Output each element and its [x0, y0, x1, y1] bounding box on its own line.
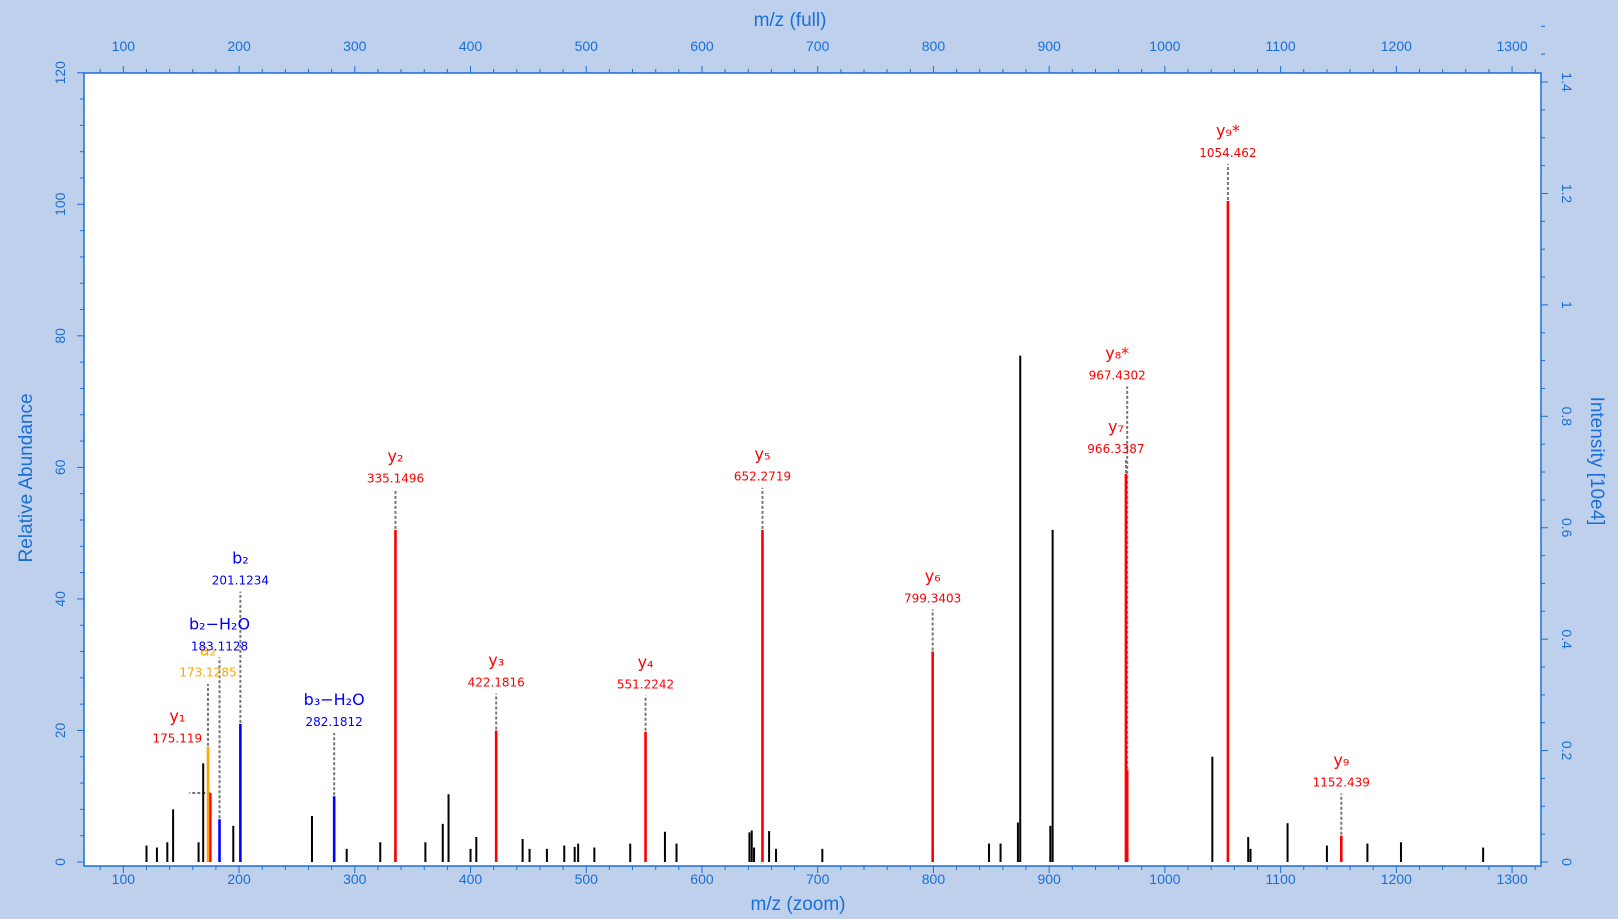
ion-label: y₄ — [638, 653, 654, 672]
ion-label: y₅ — [755, 445, 771, 464]
x-top-tick-label: 900 — [1037, 38, 1061, 54]
ion-mz-label: 173.1285 — [179, 666, 236, 680]
ion-mz-label: 1152.439 — [1313, 776, 1370, 790]
y-right-tick-label: 0.8 — [1559, 407, 1575, 427]
ion-mz-label: 282.1812 — [306, 715, 363, 729]
x-bottom-tick-label: 400 — [459, 871, 483, 887]
y-right-tick-label: 0 — [1559, 858, 1575, 866]
x-bottom-tick-label: 300 — [343, 871, 367, 887]
x-top-tick-label: 1300 — [1496, 38, 1527, 54]
x-bottom-tick-label: 900 — [1037, 871, 1061, 887]
ion-mz-label: 183.1128 — [191, 639, 248, 653]
ion-label: y₈* — [1105, 343, 1129, 362]
y-right-tick-label: 0.2 — [1559, 741, 1575, 761]
ion-mz-label: 966.3387 — [1087, 442, 1144, 456]
y-left-tick-label: 0 — [52, 858, 68, 866]
x-bottom-tick-label: 100 — [112, 871, 136, 887]
ion-label: y₇ — [1108, 417, 1124, 436]
ion-mz-label: 1054.462 — [1199, 146, 1256, 160]
y-right-tick-label: 1.2 — [1559, 184, 1575, 204]
y-right-tick-label: 1.4 — [1559, 72, 1575, 92]
ion-mz-label: 967.4302 — [1089, 368, 1146, 382]
x-bottom-tick-label: 500 — [575, 871, 599, 887]
y-left-tick-label: 120 — [52, 61, 68, 85]
ion-label: a₂ — [200, 641, 216, 660]
x-axis-bottom-title: m/z (zoom) — [751, 894, 846, 915]
y-axis-right-title: Intensity [10e4] — [1586, 397, 1607, 526]
axis-ticks: 1001002002003003004004005005006006007007… — [52, 25, 1575, 887]
ion-mz-label: 201.1234 — [212, 574, 269, 588]
y-right-tick-label: 1 — [1559, 301, 1575, 309]
ion-label: y₃ — [488, 651, 504, 670]
ion-label: y₆ — [925, 566, 941, 585]
x-bottom-tick-label: 1000 — [1149, 871, 1180, 887]
ion-label: b₂ — [232, 549, 249, 568]
x-bottom-tick-label: 1300 — [1496, 871, 1527, 887]
x-bottom-tick-label: 700 — [806, 871, 830, 887]
x-axis-top-title: m/z (full) — [754, 10, 827, 31]
y-left-tick-label: 40 — [52, 591, 68, 607]
ion-mz-label: 335.1496 — [367, 472, 424, 486]
x-bottom-tick-label: 1100 — [1266, 871, 1296, 887]
ion-label: b₂−H₂O — [189, 614, 250, 633]
y-left-tick-label: 80 — [52, 328, 68, 344]
y-axis-left-title: Relative Abundance — [16, 393, 37, 562]
x-bottom-tick-label: 600 — [690, 871, 714, 887]
x-top-tick-label: 1000 — [1149, 38, 1180, 54]
x-top-tick-label: 300 — [343, 38, 367, 54]
ion-mz-label: 799.3403 — [904, 591, 961, 605]
x-top-tick-label: 600 — [690, 38, 714, 54]
x-bottom-tick-label: 1200 — [1381, 871, 1412, 887]
x-top-tick-label: 700 — [806, 38, 830, 54]
y-right-tick-label: 0.4 — [1559, 629, 1575, 649]
ion-mz-label: 422.1816 — [468, 676, 525, 690]
ion-label: y₉* — [1216, 121, 1240, 140]
plot-area — [83, 72, 1542, 867]
ion-mz-label: 551.2242 — [617, 678, 674, 692]
x-top-tick-label: 200 — [227, 38, 251, 54]
ion-mz-label: 175.119 — [152, 731, 202, 745]
ion-label: y₁ — [169, 706, 185, 725]
x-top-tick-label: 100 — [112, 38, 136, 54]
x-top-tick-label: 500 — [575, 38, 599, 54]
x-bottom-tick-label: 800 — [922, 871, 946, 887]
y-left-tick-label: 20 — [52, 722, 68, 738]
y-right-tick-label: 0.6 — [1559, 518, 1575, 538]
y-left-tick-label: 60 — [52, 459, 68, 475]
ion-label: y₉ — [1333, 751, 1349, 770]
peak-bars — [145, 201, 1485, 862]
x-bottom-tick-label: 200 — [227, 871, 251, 887]
y-left-tick-label: 100 — [52, 192, 68, 216]
x-top-tick-label: 1200 — [1381, 38, 1412, 54]
ion-label: y₂ — [388, 447, 404, 466]
ion-label: b₃−H₂O — [304, 690, 365, 709]
x-top-tick-label: 800 — [922, 38, 946, 54]
x-top-tick-label: 1100 — [1266, 38, 1296, 54]
peak-labels: y₁ 175.119 a₂ 173.1285 b₂−H₂O 183.1128 b₂ 201.1… — [152, 121, 1369, 789]
x-top-tick-label: 400 — [459, 38, 483, 54]
ion-mz-label: 652.2719 — [734, 470, 791, 484]
